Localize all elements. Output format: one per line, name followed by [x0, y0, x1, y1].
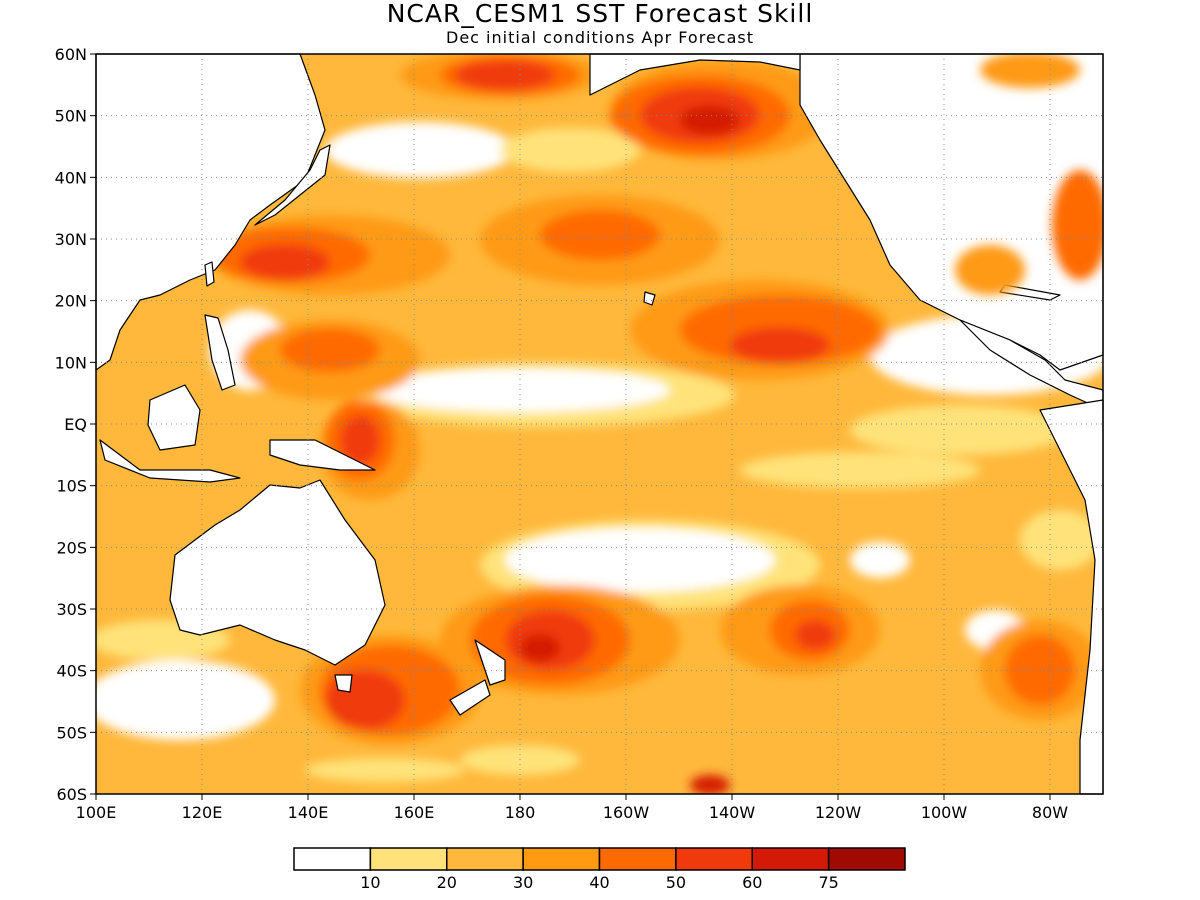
lon-tick-label: 100E	[76, 803, 117, 822]
lon-tick-label: 160W	[603, 803, 650, 822]
japan-land	[254, 144, 331, 226]
gulf-field	[955, 54, 1103, 295]
lat-tick-label: 30N	[55, 230, 87, 249]
chart-title: NCAR_CESM1 SST Forecast Skill	[386, 0, 814, 28]
legend-swatch	[293, 847, 372, 871]
hawaii-land	[643, 291, 656, 306]
legend-swatch	[598, 847, 677, 871]
legend-swatch	[446, 847, 524, 871]
taiwan-land	[204, 261, 215, 287]
lon-tick-label: 100W	[921, 803, 968, 822]
lat-tick-label: EQ	[64, 415, 87, 434]
new-guinea-land	[269, 439, 376, 471]
lon-tick-label: 180	[505, 803, 536, 822]
lon-tick-label: 160E	[394, 803, 435, 822]
legend-label: 50	[666, 873, 686, 892]
chart-subtitle: Dec initial conditions Apr Forecast	[446, 28, 754, 47]
lat-tick-label: 20S	[56, 538, 87, 557]
lat-tick-label: 10S	[56, 477, 87, 496]
legend-swatch	[522, 847, 601, 871]
lat-tick-label: 60N	[55, 45, 87, 64]
skill-legend: 10 20 30 40 50 60 75	[293, 847, 906, 892]
new-zealand-land	[449, 639, 506, 716]
lat-tick-label: 60S	[56, 785, 87, 804]
lat-tick-label: 30S	[56, 600, 87, 619]
borneo-land	[147, 384, 201, 451]
latitude-axis: 60N 50N 40N 30N 20N 10N EQ 10S 20S 30S 40S 50S 60S	[55, 45, 96, 804]
tasmania-land	[334, 674, 353, 693]
lon-tick-label: 120E	[182, 803, 223, 822]
lon-tick-label: 80W	[1032, 803, 1068, 822]
legend-swatch	[675, 847, 753, 871]
lat-tick-label: 20N	[55, 292, 87, 311]
longitude-axis: 100E 120E 140E 160E 180 160W 140W 120W 100W 80W	[76, 794, 1068, 822]
lon-tick-label: 140W	[709, 803, 756, 822]
legend-swatch	[369, 847, 448, 871]
coastlines	[95, 53, 1104, 795]
philippines-land	[204, 314, 236, 391]
lat-tick-label: 50S	[56, 723, 87, 742]
legend-swatch	[751, 847, 830, 871]
legend-label: 40	[589, 873, 609, 892]
lon-tick-label: 140E	[288, 803, 329, 822]
lat-tick-label: 40N	[55, 168, 87, 187]
legend-label: 75	[818, 873, 838, 892]
java-land	[99, 439, 241, 483]
lat-tick-label: 10N	[55, 353, 87, 372]
australia-land	[169, 479, 386, 666]
lat-tick-label: 40S	[56, 662, 87, 681]
east-asia-land	[95, 53, 326, 371]
legend-swatch	[827, 847, 906, 871]
skill-field	[96, 54, 1103, 794]
legend-label: 30	[513, 873, 533, 892]
legend-label: 20	[437, 873, 457, 892]
legend-label: 60	[742, 873, 762, 892]
legend-label: 10	[360, 873, 380, 892]
lat-lon-grid	[96, 54, 1103, 794]
lat-tick-label: 50N	[55, 107, 87, 126]
lon-tick-label: 120W	[815, 803, 862, 822]
